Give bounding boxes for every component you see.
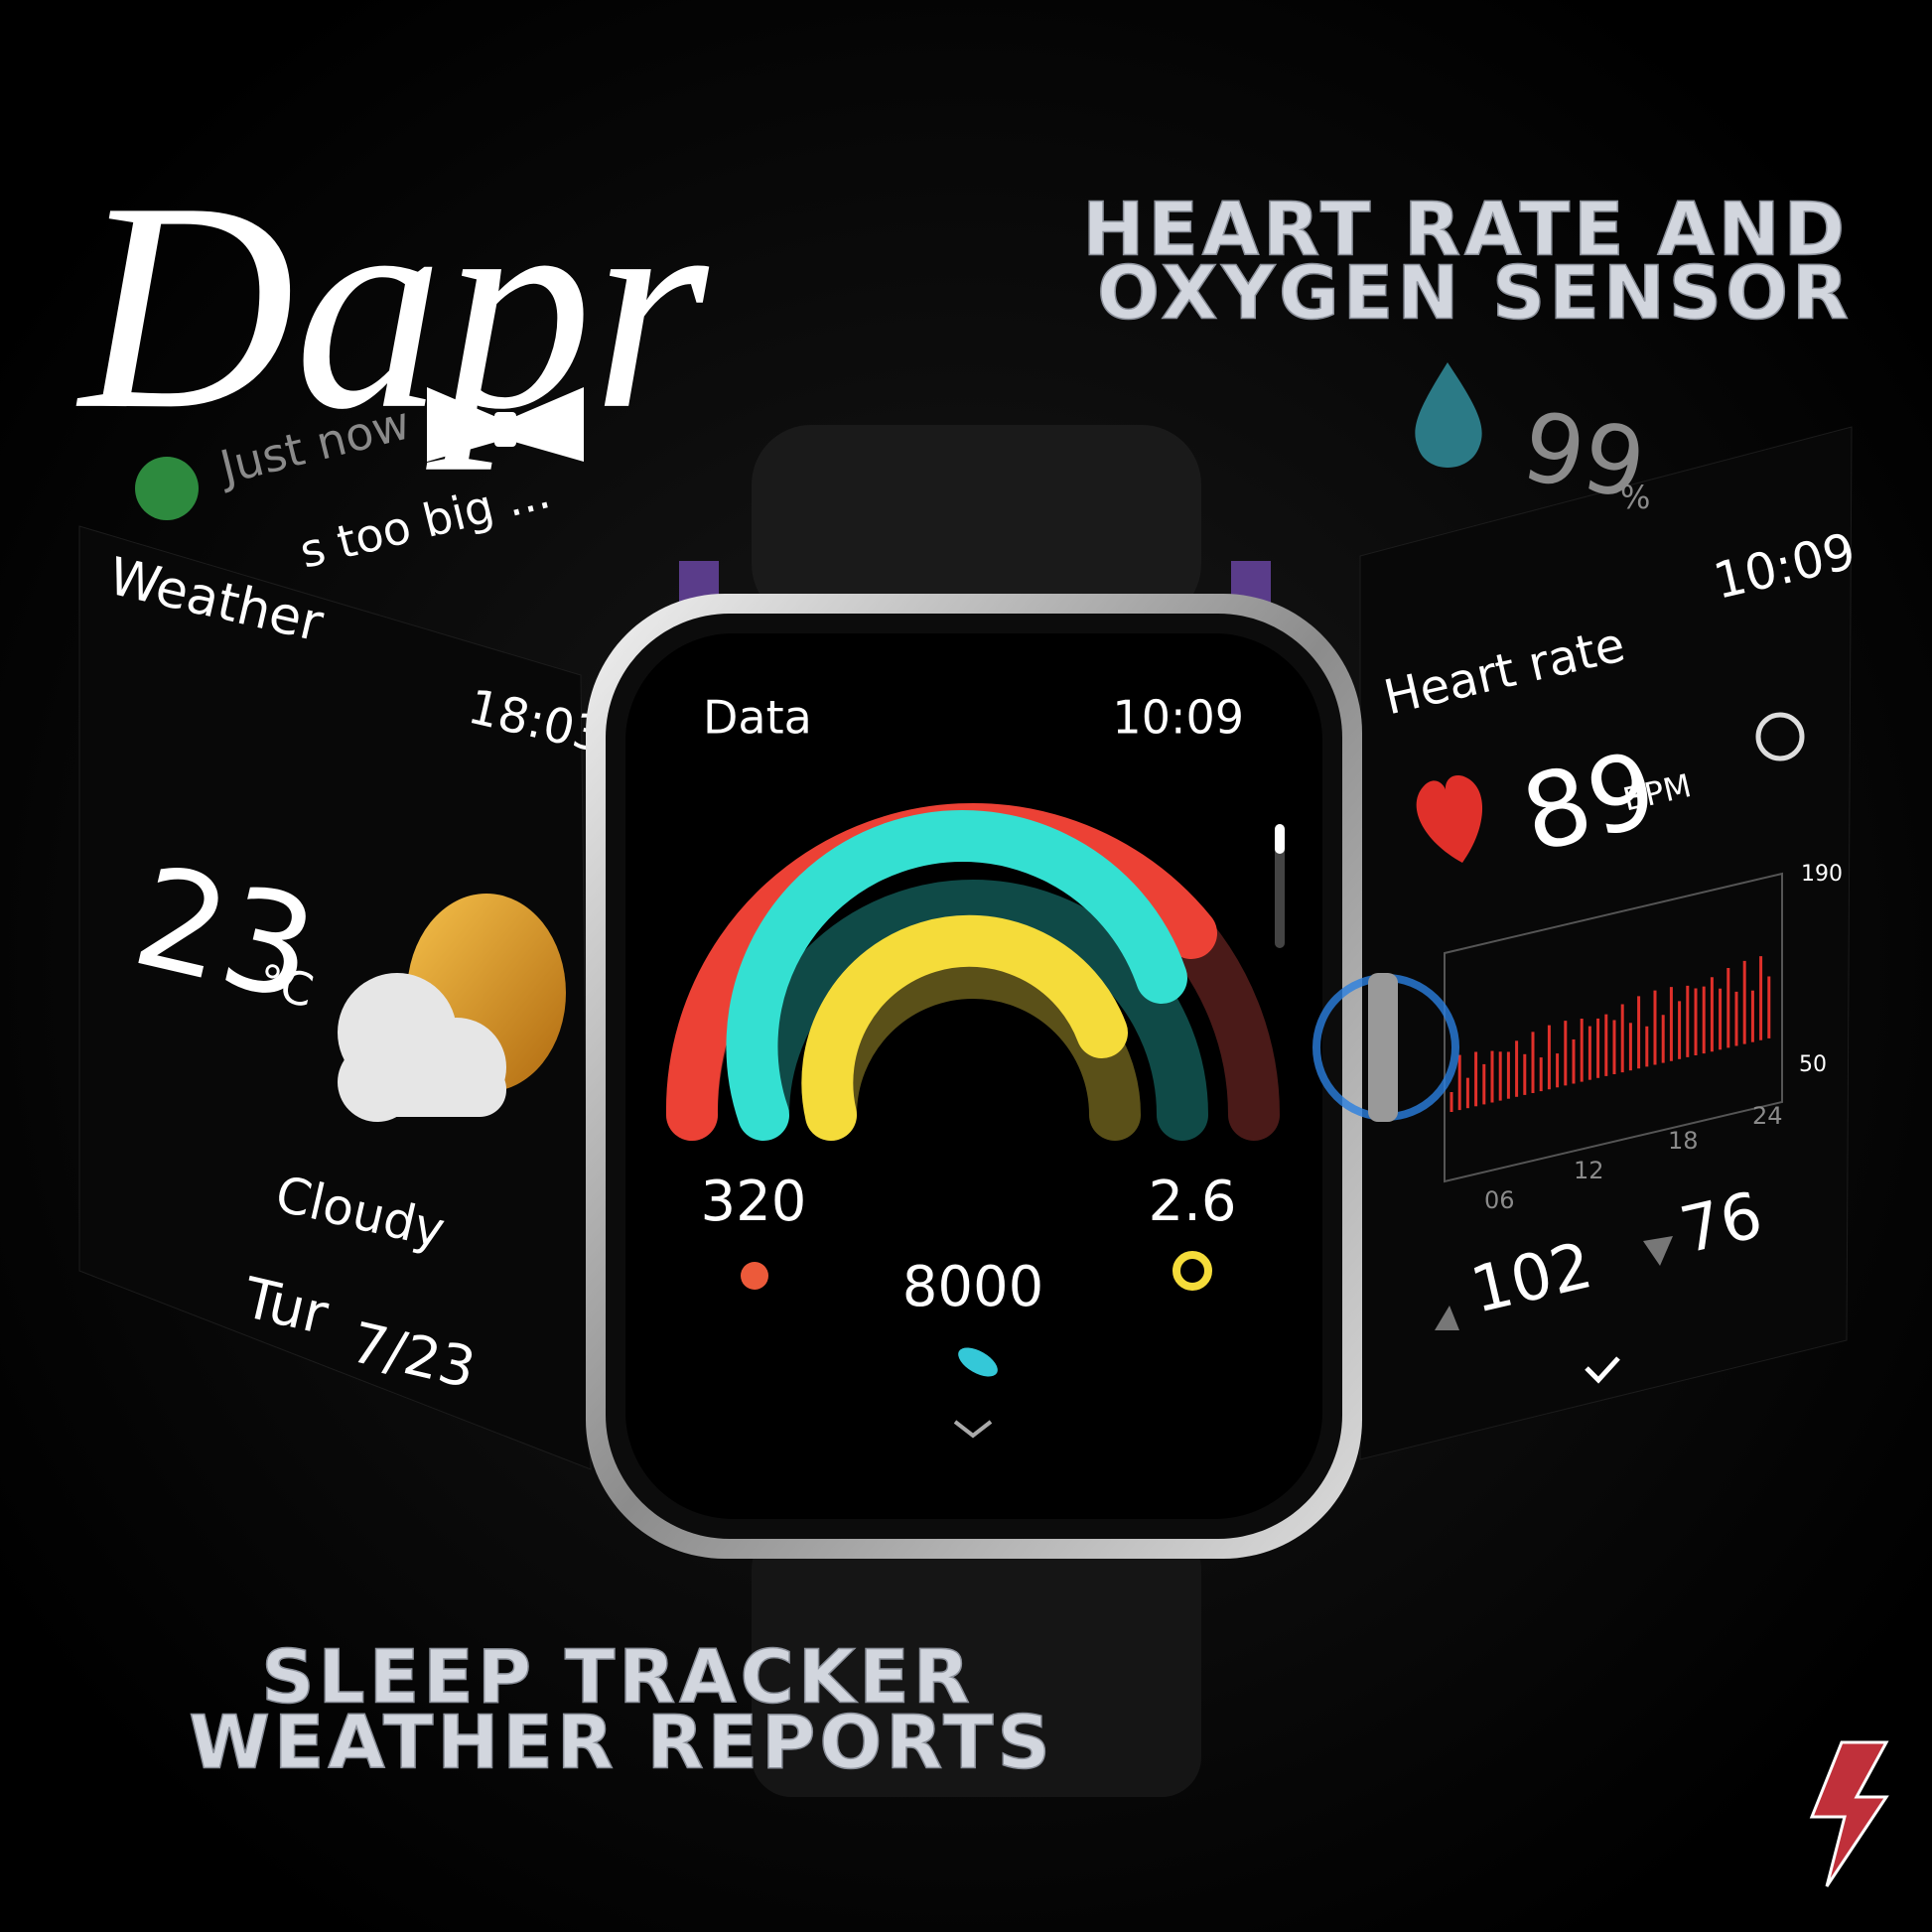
crown xyxy=(1368,973,1398,1122)
heart-min: 50 xyxy=(1799,1052,1827,1077)
strap-top xyxy=(752,425,1201,623)
strap-bottom xyxy=(752,1529,1201,1797)
main-title: Data xyxy=(703,691,812,745)
heart-chart xyxy=(1444,872,1783,1183)
oxygen-value: 99 xyxy=(1514,390,1653,521)
calories: 320 xyxy=(701,1170,807,1234)
bow-tie xyxy=(427,387,584,462)
distance-icon xyxy=(1173,1251,1212,1291)
calories-icon xyxy=(741,1262,768,1290)
check-icon xyxy=(1585,1356,1620,1384)
distance: 2.6 xyxy=(1148,1170,1236,1234)
activity-rings xyxy=(665,802,1280,1141)
oxygen-icon xyxy=(1415,362,1482,468)
steps-icon xyxy=(958,1347,998,1377)
main-time: 10:09 xyxy=(1112,691,1244,745)
scrollbar xyxy=(1275,824,1285,948)
down-arrow xyxy=(1643,1236,1673,1266)
weather-temperature: 23 xyxy=(121,836,330,1034)
weather-panel xyxy=(78,525,592,1470)
heart-icon xyxy=(1416,775,1482,863)
heart-x-label: 12 xyxy=(1574,1157,1604,1184)
headline: HEART RATE AND xyxy=(1082,188,1849,273)
oxygen-unit: % xyxy=(1620,479,1650,516)
scrollbar-thumb xyxy=(1275,824,1285,854)
weather-unit: °C xyxy=(253,953,319,1018)
headline: OXYGEN SENSOR xyxy=(1097,251,1853,337)
logo-mark xyxy=(1809,1740,1889,1887)
steps: 8000 xyxy=(902,1255,1044,1319)
heart-max: 190 xyxy=(1801,862,1843,887)
brand: Dapr xyxy=(74,141,713,472)
up-arrow xyxy=(1435,1306,1459,1330)
heart-x-label: 18 xyxy=(1668,1127,1699,1155)
heart-x-label: 06 xyxy=(1484,1186,1515,1214)
watch-screen xyxy=(625,633,1322,1519)
chevron xyxy=(953,1420,993,1439)
refresh-icon xyxy=(1755,712,1805,761)
headline: WEATHER REPORTS xyxy=(189,1701,1054,1786)
notification-icon xyxy=(135,457,199,520)
headline: SLEEP TRACKER xyxy=(261,1635,973,1721)
heart-x-label: 24 xyxy=(1752,1102,1783,1130)
heart-bpm: 89 xyxy=(1512,728,1667,876)
heart-low: 76 xyxy=(1674,1178,1769,1268)
cloud-icon xyxy=(338,973,506,1122)
